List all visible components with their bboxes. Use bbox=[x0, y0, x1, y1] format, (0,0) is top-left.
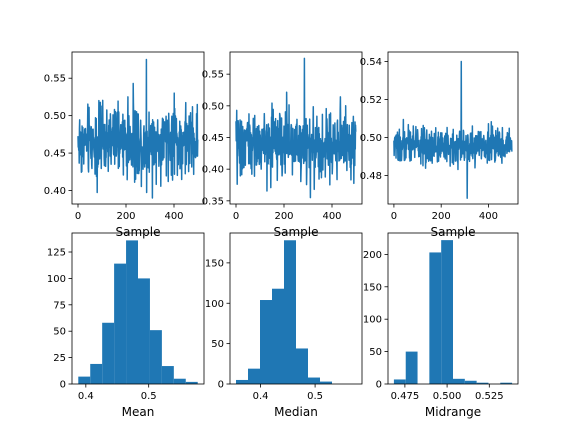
x-tick-label: 400 bbox=[164, 211, 183, 222]
histogram-bar bbox=[185, 381, 198, 384]
y-tick-label: 25 bbox=[53, 353, 66, 364]
y-tick-label: 0.54 bbox=[360, 57, 382, 68]
y-tick-label: 0.45 bbox=[44, 149, 66, 160]
x-tick-label: 0.4 bbox=[78, 391, 94, 402]
panel-4: 0.4 0.5 0 25 50 75 100 125 Mean bbox=[47, 232, 205, 419]
x-tick-label: 400 bbox=[479, 211, 498, 222]
histogram-bar bbox=[102, 322, 115, 384]
histogram-bar bbox=[308, 377, 320, 384]
x-tick-label: 200 bbox=[432, 211, 451, 222]
histogram-bar bbox=[393, 379, 406, 384]
x-axis-label: Median bbox=[274, 405, 318, 419]
panel-2: 0 200 400 0.35 0.40 0.45 0.50 0.55 Sample bbox=[202, 51, 363, 239]
histogram-bar bbox=[173, 378, 186, 384]
y-tick-label: 0.35 bbox=[202, 196, 224, 207]
x-tick-label: 200 bbox=[274, 211, 293, 222]
panel-5: 0.4 0.5 0 50 100 150 Median bbox=[205, 232, 363, 419]
y-tick-label: 50 bbox=[53, 327, 66, 338]
y-tick-label: 0 bbox=[376, 380, 382, 391]
histogram-bar bbox=[453, 378, 465, 384]
x-axis-label: Midrange bbox=[425, 405, 481, 419]
y-tick-label: 0 bbox=[218, 380, 224, 391]
y-tick-label: 50 bbox=[211, 339, 224, 350]
panel-6: 0.475 0.500 0.525 0 50 100 150 200 Midrange bbox=[363, 232, 519, 419]
trace-line bbox=[235, 57, 357, 199]
y-tick-label: 0.50 bbox=[360, 133, 382, 144]
y-tick-label: 0 bbox=[60, 380, 66, 391]
axes-frame bbox=[229, 232, 363, 385]
y-tick-label: 0.52 bbox=[360, 95, 382, 106]
y-tick-label: 75 bbox=[53, 300, 66, 311]
x-axis-label: Sample bbox=[431, 225, 476, 239]
y-tick-label: 0.45 bbox=[202, 133, 224, 144]
histogram-bar bbox=[429, 252, 442, 384]
y-tick-label: 50 bbox=[369, 347, 382, 358]
axes-frame bbox=[387, 51, 519, 205]
y-tick-label: 100 bbox=[205, 299, 224, 310]
histogram-bar bbox=[138, 278, 150, 384]
x-tick-label: 400 bbox=[322, 211, 341, 222]
y-tick-label: 125 bbox=[47, 248, 66, 259]
histogram-bar bbox=[260, 300, 272, 384]
axes-frame bbox=[229, 51, 363, 205]
histogram-bar bbox=[149, 330, 162, 384]
x-axis-label: Sample bbox=[116, 225, 161, 239]
y-tick-label: 0.55 bbox=[202, 70, 224, 81]
histogram-bar bbox=[441, 240, 453, 384]
y-tick-label: 150 bbox=[205, 258, 224, 269]
y-tick-label: 200 bbox=[363, 250, 382, 261]
y-tick-label: 0.40 bbox=[44, 186, 66, 197]
x-tick-label: 200 bbox=[116, 211, 135, 222]
x-tick-label: 0 bbox=[233, 211, 239, 222]
histogram-bar bbox=[476, 382, 489, 384]
y-tick-label: 0.48 bbox=[360, 171, 382, 182]
histogram-bar bbox=[78, 376, 91, 384]
histogram-bar bbox=[296, 348, 308, 384]
histogram-bar bbox=[161, 366, 174, 384]
x-tick-label: 0.525 bbox=[475, 391, 504, 402]
axes-frame bbox=[71, 232, 205, 385]
y-tick-label: 0.50 bbox=[202, 101, 224, 112]
panel-3: 0 200 400 0.48 0.50 0.52 0.54 Sample bbox=[360, 51, 519, 239]
histogram-bar bbox=[405, 351, 418, 384]
y-tick-label: 150 bbox=[363, 282, 382, 293]
x-axis-label: Sample bbox=[274, 225, 319, 239]
y-tick-label: 0.40 bbox=[202, 165, 224, 176]
histogram-bar bbox=[320, 381, 332, 384]
histogram-bar bbox=[284, 240, 296, 384]
histogram-bar bbox=[236, 379, 248, 384]
trace-line bbox=[393, 60, 513, 200]
x-tick-label: 0 bbox=[391, 211, 397, 222]
histogram-bar bbox=[248, 368, 260, 384]
x-tick-label: 0 bbox=[75, 211, 81, 222]
histogram-bar bbox=[272, 288, 284, 384]
histogram-bar bbox=[126, 240, 138, 384]
histogram-bar bbox=[500, 382, 513, 384]
y-tick-label: 100 bbox=[47, 274, 66, 285]
x-tick-label: 0.475 bbox=[391, 391, 420, 402]
y-tick-label: 100 bbox=[363, 315, 382, 326]
trace-line bbox=[77, 58, 199, 199]
x-tick-label: 0.5 bbox=[307, 391, 323, 402]
histogram-bar bbox=[464, 380, 477, 384]
panel-1: 0 200 400 0.40 0.45 0.50 0.55 Sample bbox=[44, 51, 205, 239]
y-tick-label: 0.55 bbox=[44, 74, 66, 85]
x-tick-label: 0.5 bbox=[141, 391, 157, 402]
axes-frame bbox=[71, 51, 205, 205]
axes-frame bbox=[387, 232, 519, 385]
y-tick-label: 0.50 bbox=[44, 111, 66, 122]
x-axis-label: Mean bbox=[122, 405, 155, 419]
x-tick-label: 0.4 bbox=[253, 391, 269, 402]
histogram-bar bbox=[114, 263, 127, 384]
x-tick-label: 0.500 bbox=[433, 391, 462, 402]
histogram-bar bbox=[90, 363, 103, 384]
